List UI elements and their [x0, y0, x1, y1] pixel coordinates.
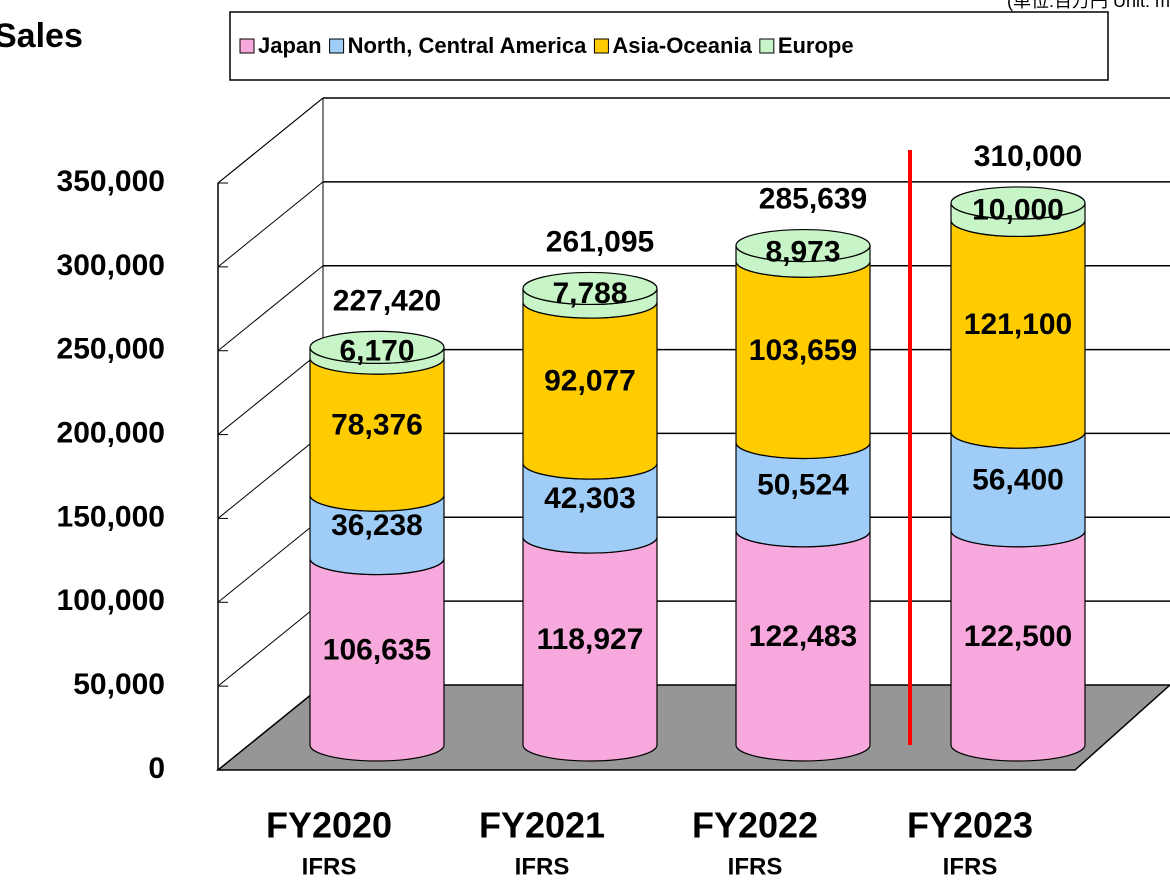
legend-label: Asia-Oceania	[612, 33, 752, 58]
y-tick-label: 50,000	[73, 668, 165, 701]
unit-note: (単位:百万円 Unit: m	[1007, 0, 1170, 11]
grid-line-side	[217, 265, 324, 352]
x-tick-label: FY2021	[479, 805, 605, 846]
bar-cap	[950, 186, 1086, 220]
value-label: 118,927	[537, 623, 644, 656]
value-label: 92,077	[544, 364, 636, 397]
value-label: 122,483	[749, 620, 857, 653]
value-label: 56,400	[972, 463, 1064, 496]
grid-line-side	[217, 600, 324, 687]
y-tick-label: 350,000	[57, 165, 165, 198]
legend-label: North, Central America	[348, 33, 588, 58]
legend-swatch	[593, 38, 609, 54]
grid-line-side	[217, 516, 324, 603]
bar-cap	[309, 330, 445, 364]
x-tick-label: FY2023	[907, 805, 1033, 846]
value-label: 8,973	[765, 235, 840, 268]
grid-line-side	[217, 97, 324, 184]
value-label: 121,100	[964, 308, 1072, 341]
x-sublabel: IFRS	[515, 853, 570, 880]
value-label: 36,238	[331, 509, 423, 542]
legend	[229, 11, 1109, 81]
value-label: 7,788	[552, 277, 627, 310]
legend-swatch	[239, 38, 255, 54]
value-label: 103,659	[749, 334, 857, 367]
legend-swatch	[759, 38, 775, 54]
legend-swatch	[329, 38, 345, 54]
legend-label: Europe	[778, 33, 854, 58]
bar-cap	[522, 271, 658, 306]
value-label: 42,303	[544, 482, 636, 515]
total-label: 227,420	[333, 284, 441, 317]
x-tick-label: FY2020	[266, 805, 392, 846]
y-tick-label: 300,000	[57, 249, 165, 282]
bar-cap	[735, 228, 871, 263]
legend-label: Japan	[258, 33, 322, 58]
chart-title: Sales	[0, 17, 83, 55]
total-label: 310,000	[974, 140, 1082, 173]
x-tick-label: FY2022	[692, 805, 818, 846]
y-tick-label: 200,000	[57, 416, 165, 449]
grid-line-side	[217, 349, 324, 435]
grid-line-side	[217, 433, 324, 519]
value-label: 50,524	[757, 469, 849, 502]
value-label: 106,635	[323, 634, 431, 667]
total-label: 261,095	[546, 225, 654, 258]
y-tick-label: 100,000	[57, 584, 165, 617]
y-tick-label: 250,000	[57, 333, 165, 366]
value-label: 122,500	[964, 620, 1072, 653]
floor	[215, 684, 1170, 771]
value-label: 10,000	[972, 194, 1064, 227]
x-sublabel: IFRS	[728, 853, 783, 880]
x-sublabel: IFRS	[943, 853, 998, 880]
grid-line-side	[217, 181, 324, 268]
x-sublabel: IFRS	[302, 853, 357, 880]
total-label: 285,639	[759, 182, 867, 215]
value-label: 6,170	[339, 335, 414, 368]
y-tick-label: 150,000	[57, 500, 165, 533]
y-tick-label: 0	[148, 752, 165, 785]
value-label: 78,376	[331, 409, 423, 442]
